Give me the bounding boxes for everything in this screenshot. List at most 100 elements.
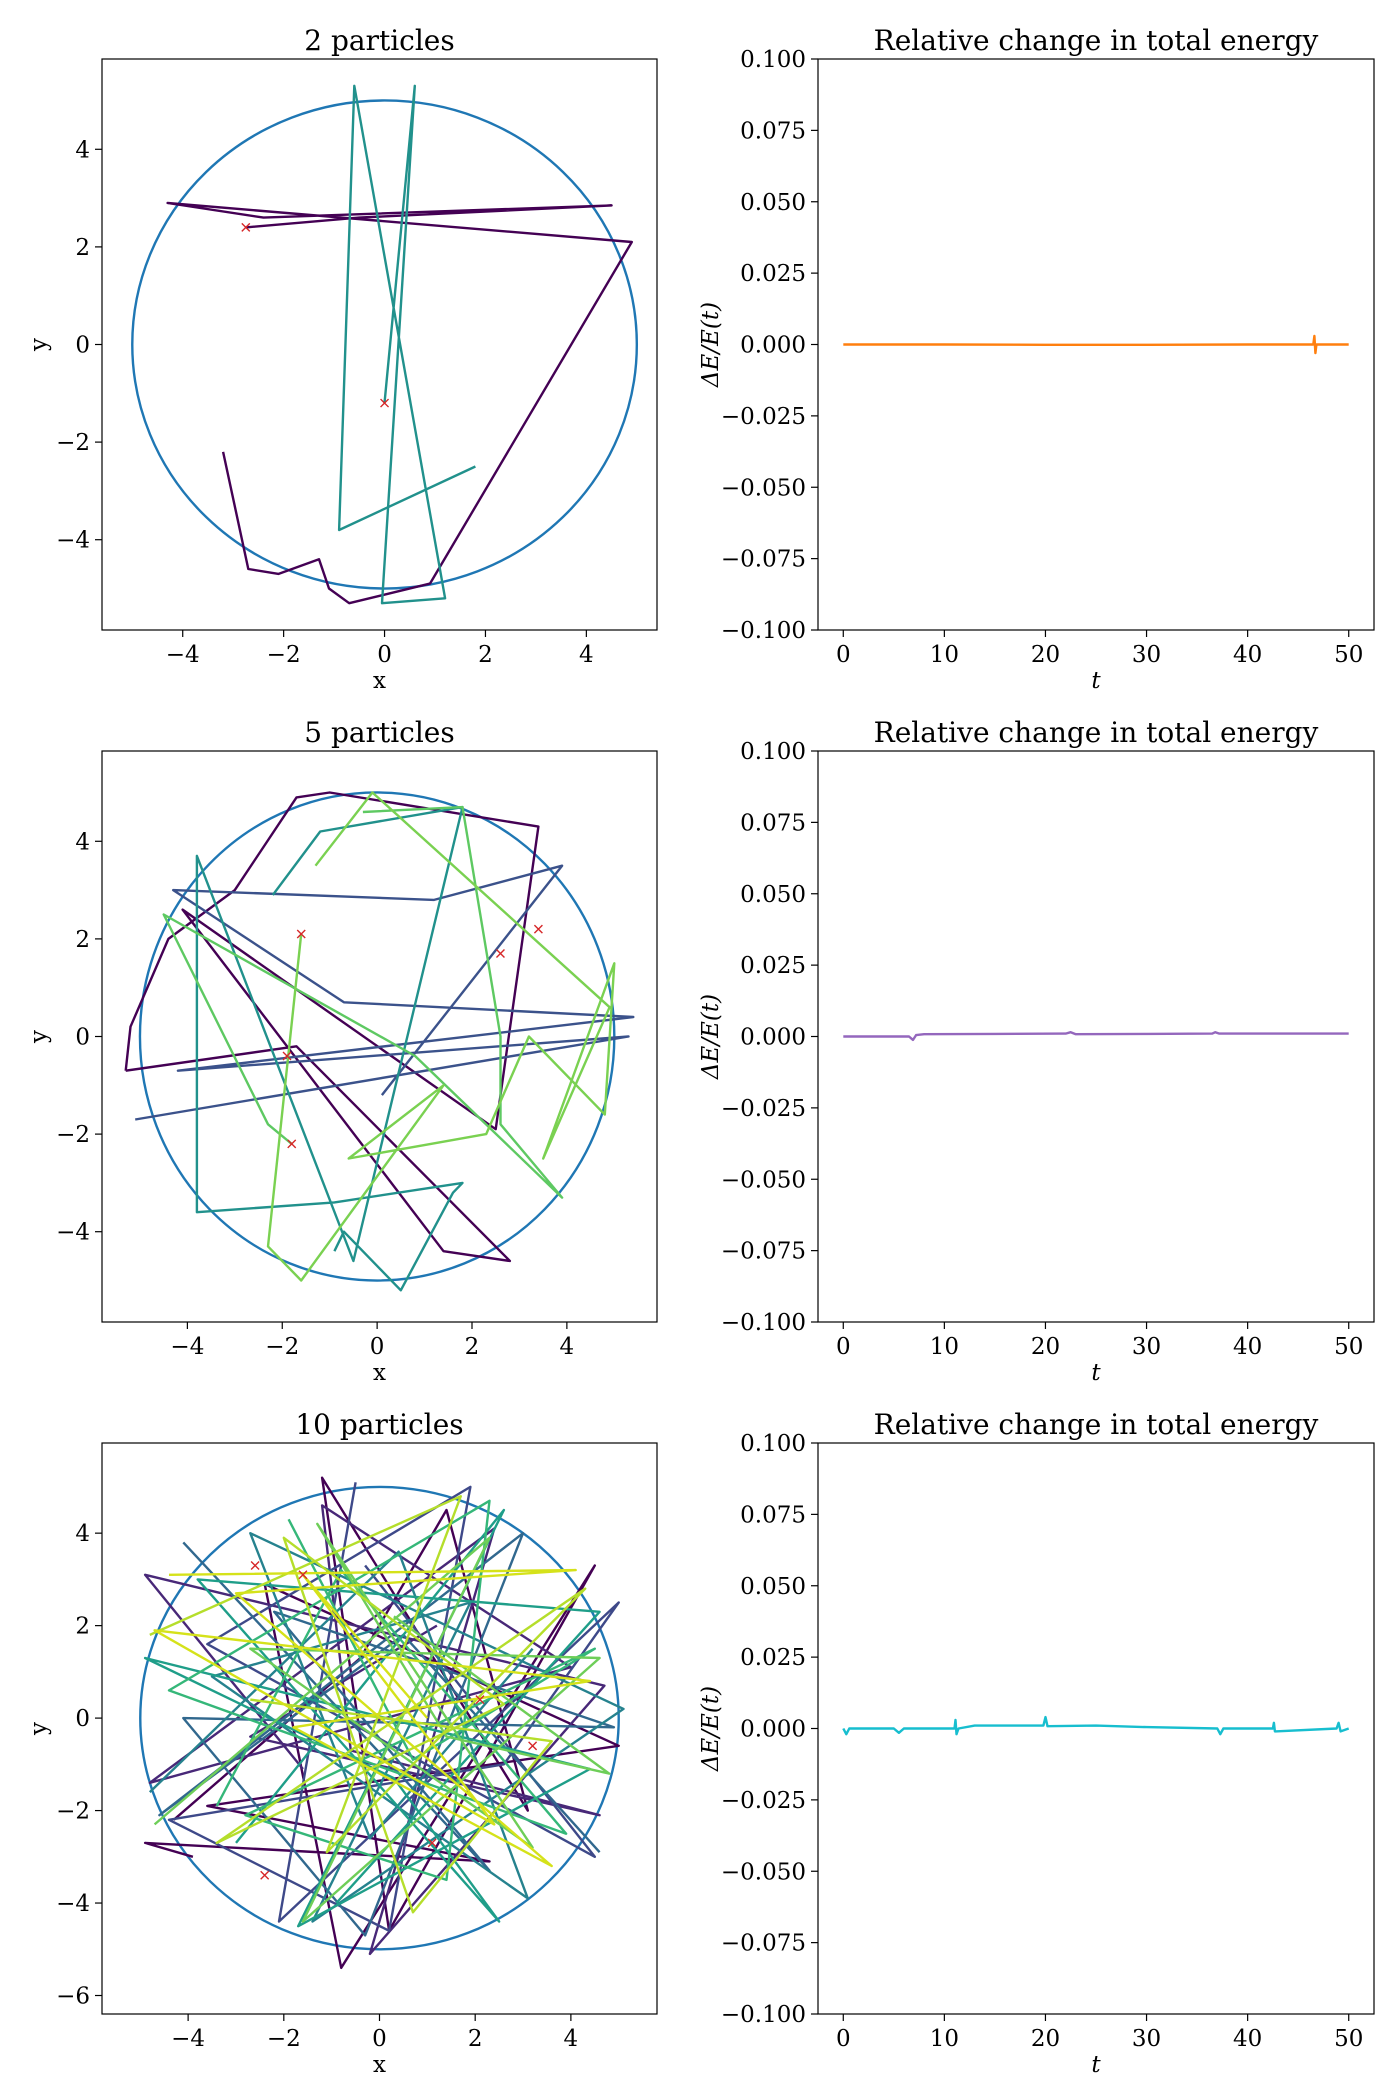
y-tick-label: 0.100 — [740, 1431, 806, 1457]
axes-frame — [101, 58, 658, 631]
y-tick-label: −2 — [56, 1122, 90, 1148]
y-tick-label: 0.025 — [740, 953, 806, 979]
y-tick-label: 4 — [75, 137, 90, 163]
plot-area — [843, 1030, 1349, 1042]
y-tick-label: −4 — [56, 1220, 90, 1246]
boundary-circle — [138, 791, 616, 1282]
axes-frame — [101, 1442, 658, 2015]
boundary-circle — [139, 1485, 620, 1951]
y-tick-label: −0.075 — [721, 1931, 806, 1957]
x-tick-label: 2 — [468, 2026, 483, 2052]
series-line-1 — [843, 334, 1349, 355]
series-line-1 — [143, 1476, 620, 1970]
x-tick-label: 0 — [836, 1334, 851, 1360]
start-marker-5 — [427, 1838, 437, 1848]
y-tick-label: −6 — [56, 1984, 90, 2010]
x-tick-label: −2 — [267, 642, 301, 668]
x-axis-label: t — [1091, 1360, 1101, 1386]
y-tick-label: 4 — [75, 1521, 90, 1547]
start-marker-1 — [250, 1561, 260, 1571]
chart-4: 0 10 20 30 40 50 0.100 0.075 0.050 0.025 0.000 −0.0… — [698, 716, 1375, 1386]
x-axis-label: t — [1091, 668, 1101, 694]
series-line-1 — [842, 1715, 1350, 1736]
x-tick-label: 0 — [836, 2026, 851, 2052]
y-tick-label: 0 — [75, 333, 90, 359]
chart-6: 0 10 20 30 40 50 0.100 0.075 0.050 0.025 0.000 −0.0… — [698, 1408, 1375, 2078]
y-tick-label: −4 — [56, 528, 90, 554]
y-tick-label: −2 — [56, 1799, 90, 1825]
plot-area — [843, 334, 1349, 355]
start-marker-5 — [495, 949, 505, 959]
x-tick-label: 0 — [377, 642, 392, 668]
y-tick-label: 0 — [75, 1025, 90, 1051]
y-axis-label: y — [26, 1722, 52, 1736]
y-axis-label: y — [26, 1030, 52, 1044]
plot-area — [842, 1715, 1350, 1736]
y-tick-label: 0.100 — [740, 47, 806, 73]
y-tick-label: 0.025 — [740, 1645, 806, 1671]
y-tick-label: −0.050 — [721, 1167, 806, 1193]
x-tick-label: −4 — [170, 1334, 204, 1360]
x-tick-label: 30 — [1132, 2026, 1161, 2052]
series-line-3 — [195, 805, 464, 1292]
y-tick-label: 0.075 — [740, 1502, 806, 1528]
x-tick-label: 10 — [930, 642, 959, 668]
series-line-1 — [843, 1030, 1349, 1042]
start-marker-1 — [241, 222, 251, 232]
y-tick-label: −4 — [56, 1891, 90, 1917]
y-tick-label: 2 — [75, 1614, 90, 1640]
series-line-10 — [153, 1568, 592, 1868]
x-tick-label: 50 — [1334, 1334, 1363, 1360]
y-tick-label: −0.075 — [721, 547, 806, 573]
series-line-2 — [337, 84, 476, 605]
y-tick-label: 0.000 — [740, 1025, 806, 1051]
chart-title: Relative change in total energy — [874, 716, 1319, 749]
x-tick-label: 4 — [560, 1334, 575, 1360]
y-tick-label: 0.100 — [740, 739, 806, 765]
plot-area — [124, 791, 635, 1292]
x-tick-label: 50 — [1334, 2026, 1363, 2052]
x-tick-label: 4 — [579, 642, 594, 668]
x-tick-label: 40 — [1233, 642, 1262, 668]
x-tick-label: −2 — [265, 1334, 299, 1360]
y-tick-label: 0.025 — [740, 261, 806, 287]
chart-2: 0 10 20 30 40 50 0.100 0.075 0.050 0.025 0.000 −0.0… — [698, 24, 1375, 694]
y-tick-label: −2 — [56, 430, 90, 456]
y-tick-label: −0.025 — [721, 1788, 806, 1814]
y-tick-label: 0.050 — [740, 190, 806, 216]
series-line-1 — [166, 201, 633, 605]
y-tick-label: −0.075 — [721, 1239, 806, 1265]
series-line-3 — [167, 1482, 620, 1933]
series-line-4 — [162, 805, 564, 1199]
x-tick-label: 2 — [465, 1334, 480, 1360]
boundary-circle — [131, 99, 639, 590]
y-tick-label: 0.075 — [740, 118, 806, 144]
x-axis-label: t — [1091, 2052, 1101, 2078]
x-axis-label: x — [373, 2052, 386, 2078]
series-line-2 — [135, 864, 635, 1121]
series-line-8 — [153, 1522, 611, 1923]
y-tick-label: −0.100 — [721, 1310, 806, 1336]
x-tick-label: 0 — [836, 642, 851, 668]
x-tick-label: 40 — [1233, 2026, 1262, 2052]
chart-5: −4 −2 0 2 4 4 2 0 −2 −4 −6 10 particles x y — [26, 1408, 658, 2078]
y-axis-label: ΔE/E(t) — [698, 994, 724, 1080]
chart-3: −4 −2 0 2 4 4 2 0 −2 −4 5 particles x y — [26, 716, 658, 1386]
x-tick-label: −4 — [166, 642, 200, 668]
start-marker-2 — [380, 398, 390, 408]
chart-title: 5 particles — [304, 716, 455, 749]
series-line-9 — [149, 1494, 587, 1914]
x-tick-label: 30 — [1132, 1334, 1161, 1360]
start-marker-3 — [282, 1051, 292, 1061]
start-marker-2 — [298, 1570, 308, 1580]
y-tick-label: 2 — [75, 927, 90, 953]
y-tick-label: −0.025 — [721, 1096, 806, 1122]
x-tick-label: 0 — [372, 2026, 387, 2052]
x-tick-label: 30 — [1132, 642, 1161, 668]
y-axis-label: ΔE/E(t) — [698, 302, 724, 388]
y-tick-label: −0.100 — [721, 2002, 806, 2028]
x-tick-label: −2 — [267, 2026, 301, 2052]
x-tick-label: 20 — [1031, 2026, 1060, 2052]
x-tick-label: 10 — [930, 2026, 959, 2052]
